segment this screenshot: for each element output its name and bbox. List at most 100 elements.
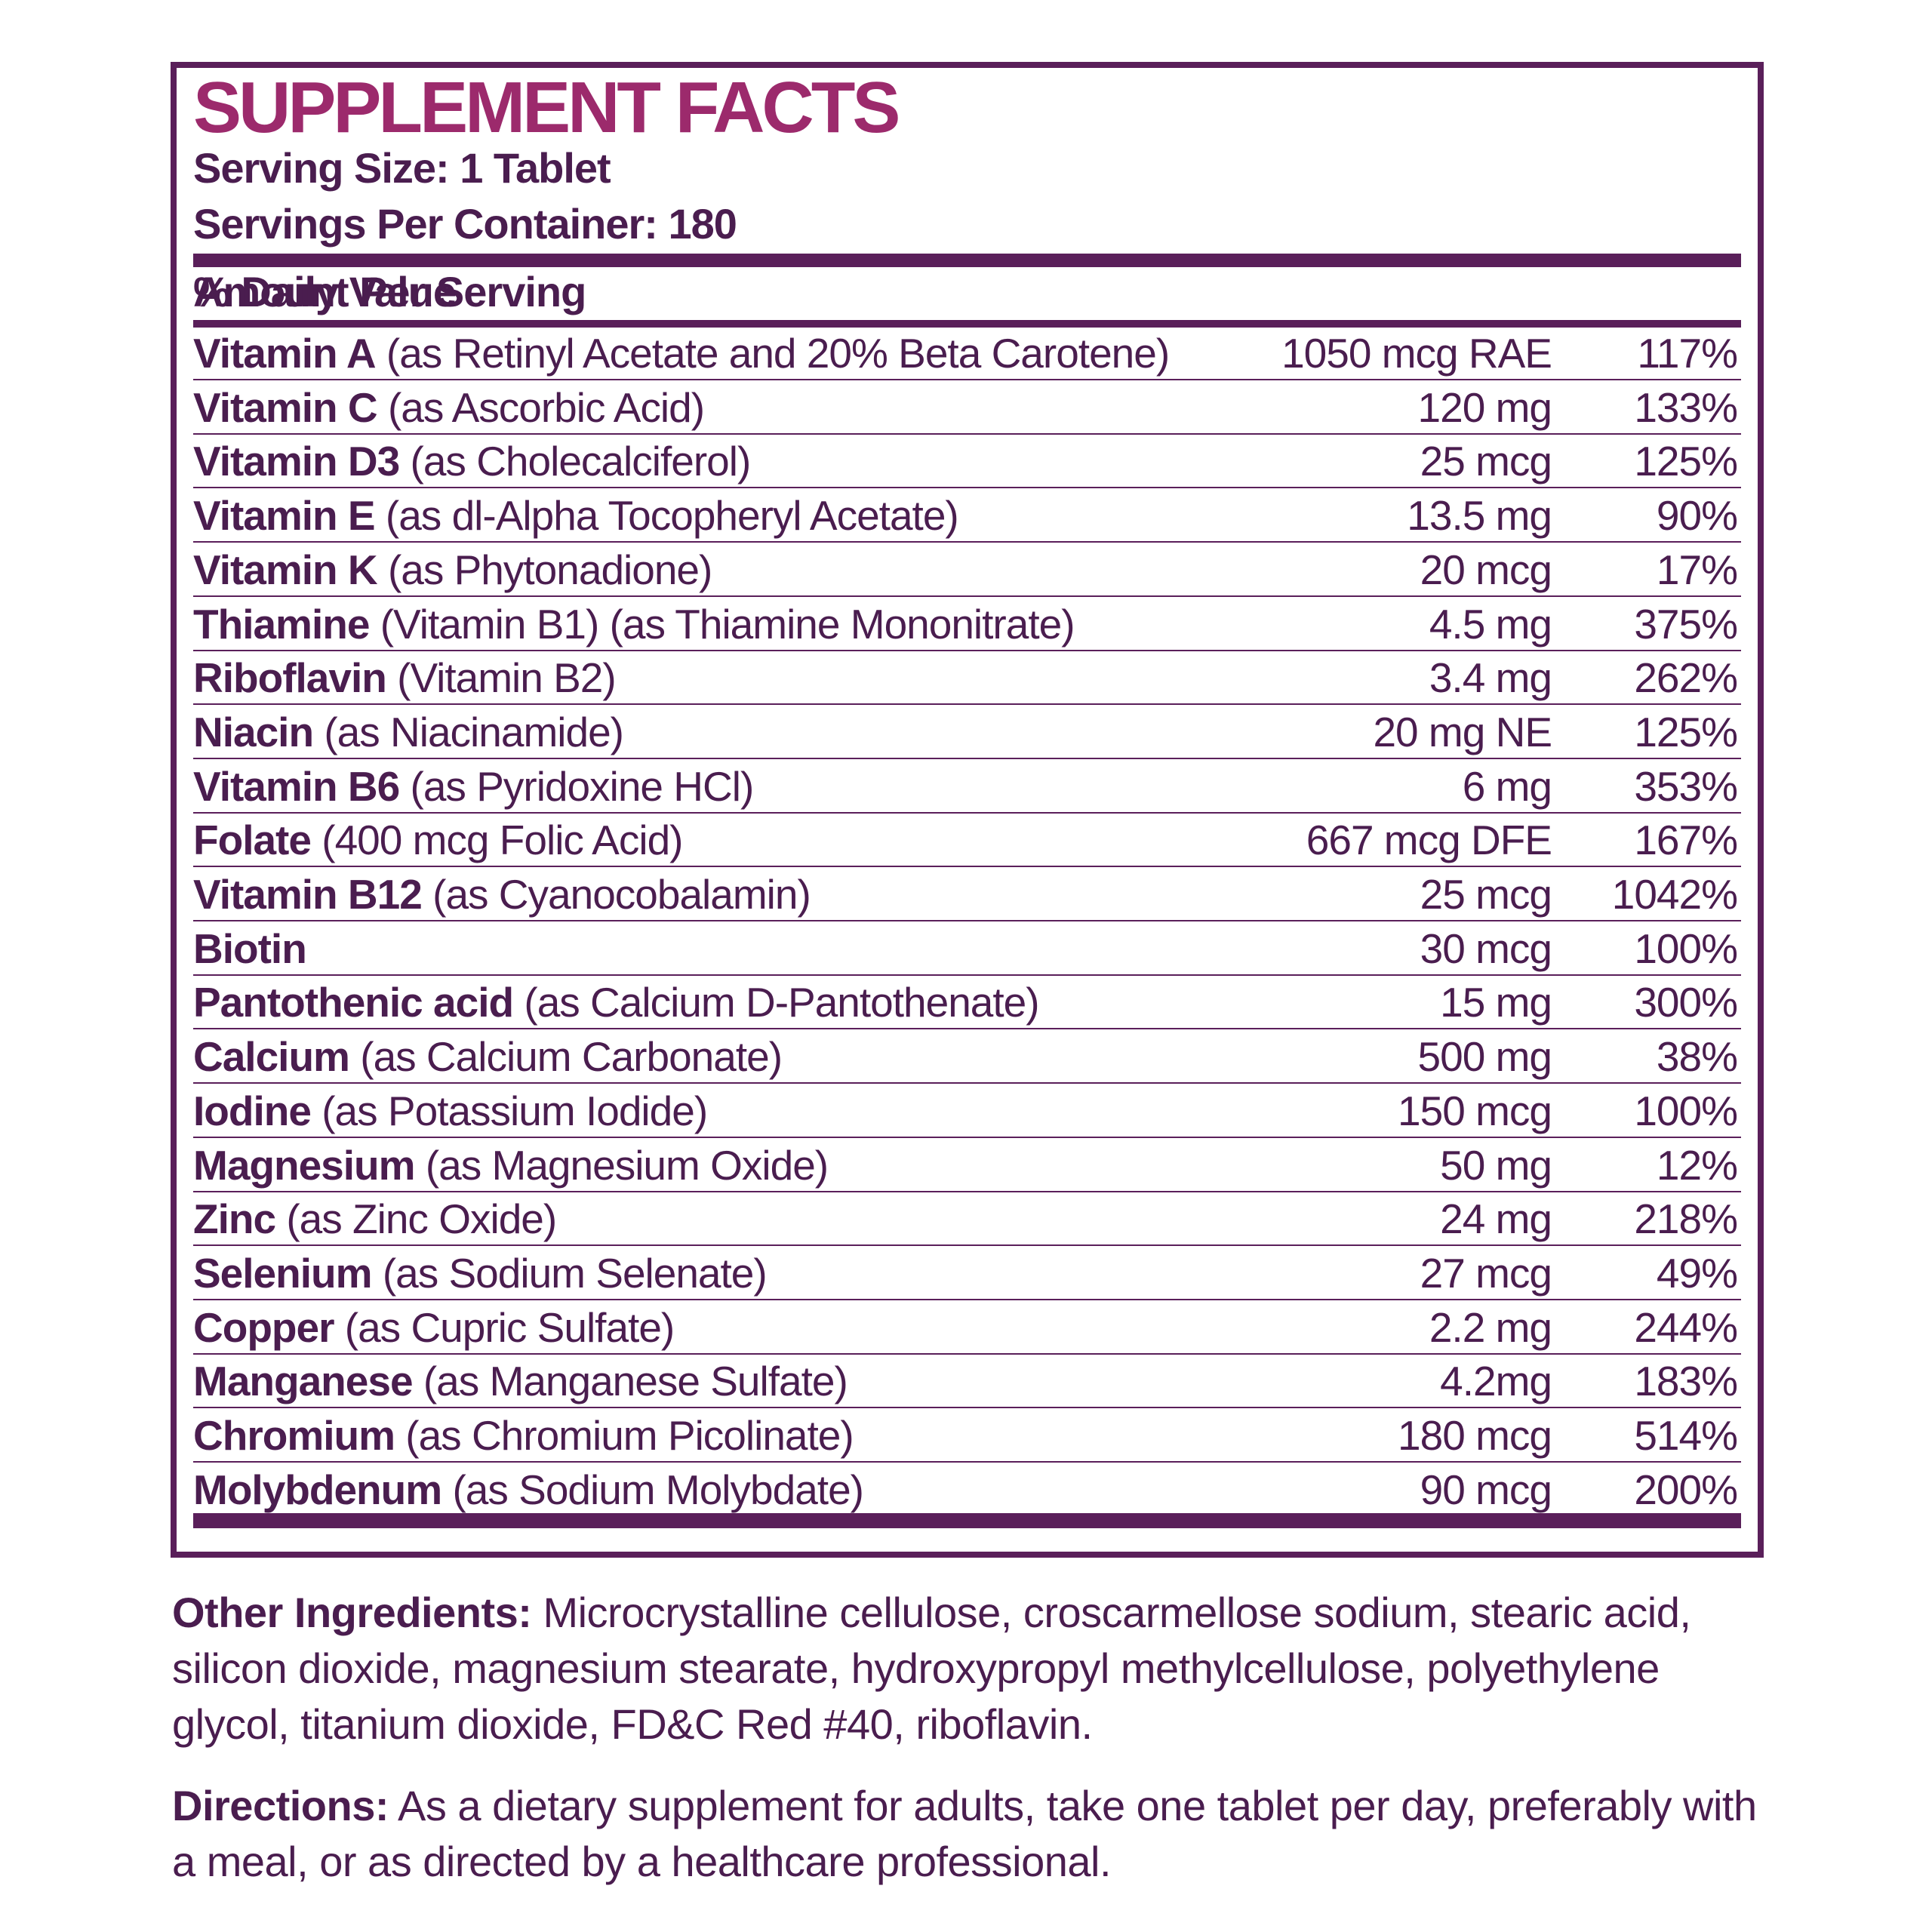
nutrient-name: Vitamin C <box>193 383 378 431</box>
daily-value: 183% <box>1634 1358 1738 1405</box>
nutrient-row: Biotin 30 mcg 100% <box>193 921 1741 976</box>
amount: 3.4 mg <box>1429 654 1552 702</box>
nutrient-name: Riboflavin <box>193 654 387 702</box>
nutrient-row: Vitamin E (as dl-Alpha Tocopheryl Acetat… <box>193 488 1741 543</box>
daily-value: 200% <box>1634 1466 1738 1513</box>
amount: 120 mg <box>1417 383 1552 431</box>
amount: 180 mcg <box>1398 1412 1552 1459</box>
amount: 667 mcg DFE <box>1306 817 1552 864</box>
nutrient-source: (as Manganese Sulfate) <box>423 1358 848 1405</box>
divider-bar <box>193 320 1741 328</box>
nutrient-row: Folate (400 mcg Folic Acid) 667 mcg DFE 16… <box>193 813 1741 868</box>
amount: 25 mcg <box>1420 438 1552 485</box>
other-ingredients: Other Ingredients: Microcrystalline cell… <box>172 1585 1780 1752</box>
daily-value: 133% <box>1634 383 1738 431</box>
daily-value: 167% <box>1634 817 1738 864</box>
amount: 13.5 mg <box>1407 492 1552 540</box>
nutrient-row: Copper (as Cupric Sulfate) 2.2 mg 244% <box>193 1300 1741 1355</box>
label: Directions: <box>172 1782 389 1829</box>
nutrient-name: Pantothenic acid <box>193 979 514 1026</box>
nutrient-row: Vitamin D3 (as Cholecalciferol) 25 mcg 125… <box>193 434 1741 489</box>
divider-bar <box>193 254 1741 267</box>
amount: 20 mg NE <box>1373 708 1552 755</box>
nutrient-name: Selenium <box>193 1249 373 1297</box>
amount: 4.5 mg <box>1429 600 1552 648</box>
nutrient-source: (as Chromium Picolinate) <box>405 1412 854 1459</box>
nutrient-name: Vitamin D3 <box>193 438 400 485</box>
nutrient-name: Copper <box>193 1303 334 1351</box>
nutrient-source: (as Cholecalciferol) <box>410 438 752 485</box>
daily-value: 1042% <box>1611 871 1738 918</box>
nutrient-name: Vitamin E <box>193 492 376 540</box>
nutrient-row: Vitamin A (as Retinyl Acetate and 20% Be… <box>193 326 1741 380</box>
daily-value: 12% <box>1656 1141 1738 1189</box>
nutrient-name: Thiamine <box>193 600 370 648</box>
nutrient-source: (as Sodium Molybdate) <box>452 1466 864 1513</box>
column-header: Amount Per Serving <box>193 268 586 315</box>
amount: 2.2 mg <box>1429 1303 1552 1351</box>
daily-value: 49% <box>1656 1249 1738 1297</box>
serving-size: Serving Size: 1 Tablet <box>193 144 611 192</box>
nutrient-name: Manganese <box>193 1358 414 1405</box>
nutrient-row: Molybdenum (as Sodium Molybdate) 90 mcg 20… <box>193 1463 1741 1515</box>
nutrient-source: (Vitamin B1) (as Thiamine Mononitrate) <box>380 600 1075 648</box>
nutrient-name: Niacin <box>193 708 314 755</box>
nutrient-source: (as dl-Alpha Tocopheryl Acetate) <box>385 492 959 540</box>
amount: 150 mcg <box>1398 1087 1552 1134</box>
daily-value: 375% <box>1634 600 1738 648</box>
text: Microcrystalline cellulose, croscarmello… <box>172 1589 1691 1748</box>
nutrient-name: Calcium <box>193 1033 350 1081</box>
divider-bar <box>193 1513 1741 1528</box>
nutrient-source: (as Potassium Iodide) <box>321 1087 708 1134</box>
text: As a dietary supplement for adults, take… <box>172 1782 1757 1885</box>
nutrient-row: Vitamin K (as Phytonadione) 20 mcg 17% <box>193 543 1741 597</box>
amount: 24 mg <box>1440 1195 1552 1243</box>
daily-value: 117% <box>1637 330 1738 377</box>
amount: 50 mg <box>1440 1141 1552 1189</box>
nutrient-name: Molybdenum <box>193 1466 442 1513</box>
nutrient-row: Niacin (as Niacinamide) 20 mg NE 125% <box>193 705 1741 759</box>
facts-panel <box>171 62 1764 1558</box>
title: SUPPLEMENT FACTS <box>193 67 900 148</box>
nutrient-name: Chromium <box>193 1412 395 1459</box>
nutrient-name: Vitamin B6 <box>193 762 400 810</box>
amount: 1050 mcg RAE <box>1281 330 1552 377</box>
daily-value: 300% <box>1634 979 1738 1026</box>
daily-value: 244% <box>1634 1303 1738 1351</box>
nutrient-row: Vitamin C (as Ascorbic Acid) 120 mg 133% <box>193 380 1741 435</box>
nutrient-row: Vitamin B12 (as Cyanocobalamin) 25 mcg 104… <box>193 867 1741 921</box>
amount: 30 mcg <box>1420 924 1552 972</box>
amount: 90 mcg <box>1420 1466 1552 1513</box>
nutrient-source: (Vitamin B2) <box>397 654 617 702</box>
nutrient-row: Vitamin B6 (as Pyridoxine HCl) 6 mg 353% <box>193 759 1741 814</box>
nutrient-row: Chromium (as Chromium Picolinate) 180 mcg… <box>193 1408 1741 1463</box>
nutrient-source: (as Retinyl Acetate and 20% Beta Caroten… <box>386 330 1170 377</box>
nutrient-source: (as Zinc Oxide) <box>286 1195 557 1243</box>
nutrient-row: Thiamine (Vitamin B1) (as Thiamine Monon… <box>193 597 1741 651</box>
label: Other Ingredients: <box>172 1589 532 1636</box>
nutrient-row: Manganese (as Manganese Sulfate) 4.2mg 183… <box>193 1354 1741 1409</box>
nutrient-source: (as Calcium Carbonate) <box>360 1033 783 1081</box>
nutrient-name: Iodine <box>193 1087 312 1134</box>
amount: 25 mcg <box>1420 871 1552 918</box>
column-header: % Daily Value <box>193 268 457 315</box>
nutrient-name: Vitamin B12 <box>193 871 423 918</box>
daily-value: 100% <box>1634 1087 1738 1134</box>
nutrient-source: (as Niacinamide) <box>324 708 624 755</box>
nutrient-row: Zinc (as Zinc Oxide) 24 mg 218% <box>193 1192 1741 1247</box>
amount: 27 mcg <box>1420 1249 1552 1297</box>
amount: 20 mcg <box>1420 546 1552 593</box>
nutrient-source: (as Ascorbic Acid) <box>387 383 705 431</box>
nutrient-name: Magnesium <box>193 1141 416 1189</box>
nutrient-name: Zinc <box>193 1195 276 1243</box>
nutrient-source: (as Cyanocobalamin) <box>432 871 811 918</box>
daily-value: 90% <box>1656 492 1738 540</box>
daily-value: 262% <box>1634 654 1738 702</box>
nutrient-row: Selenium (as Sodium Selenate) 27 mcg 49% <box>193 1246 1741 1300</box>
amount: 6 mg <box>1462 762 1552 810</box>
nutrient-source: (as Magnesium Oxide) <box>425 1141 829 1189</box>
servings-per-container: Servings Per Container: 180 <box>193 200 737 248</box>
daily-value: 514% <box>1634 1412 1738 1459</box>
daily-value: 125% <box>1634 708 1738 755</box>
